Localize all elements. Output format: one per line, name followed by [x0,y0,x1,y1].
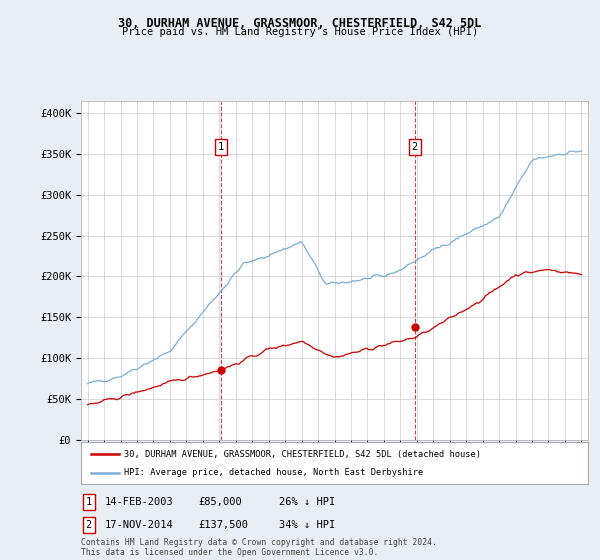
Text: 14-FEB-2003: 14-FEB-2003 [105,497,174,507]
Text: HPI: Average price, detached house, North East Derbyshire: HPI: Average price, detached house, Nort… [124,468,424,477]
Text: £85,000: £85,000 [198,497,242,507]
Text: 34% ↓ HPI: 34% ↓ HPI [279,520,335,530]
Text: 2: 2 [412,142,418,152]
Text: 2: 2 [86,520,92,530]
Text: Price paid vs. HM Land Registry's House Price Index (HPI): Price paid vs. HM Land Registry's House … [122,27,478,37]
Text: Contains HM Land Registry data © Crown copyright and database right 2024.
This d: Contains HM Land Registry data © Crown c… [81,538,437,557]
Text: 30, DURHAM AVENUE, GRASSMOOR, CHESTERFIELD, S42 5DL (detached house): 30, DURHAM AVENUE, GRASSMOOR, CHESTERFIE… [124,450,481,459]
Text: 30, DURHAM AVENUE, GRASSMOOR, CHESTERFIELD, S42 5DL: 30, DURHAM AVENUE, GRASSMOOR, CHESTERFIE… [118,17,482,30]
Text: 1: 1 [218,142,224,152]
Text: 26% ↓ HPI: 26% ↓ HPI [279,497,335,507]
Text: £137,500: £137,500 [198,520,248,530]
Text: 17-NOV-2014: 17-NOV-2014 [105,520,174,530]
Text: 1: 1 [86,497,92,507]
